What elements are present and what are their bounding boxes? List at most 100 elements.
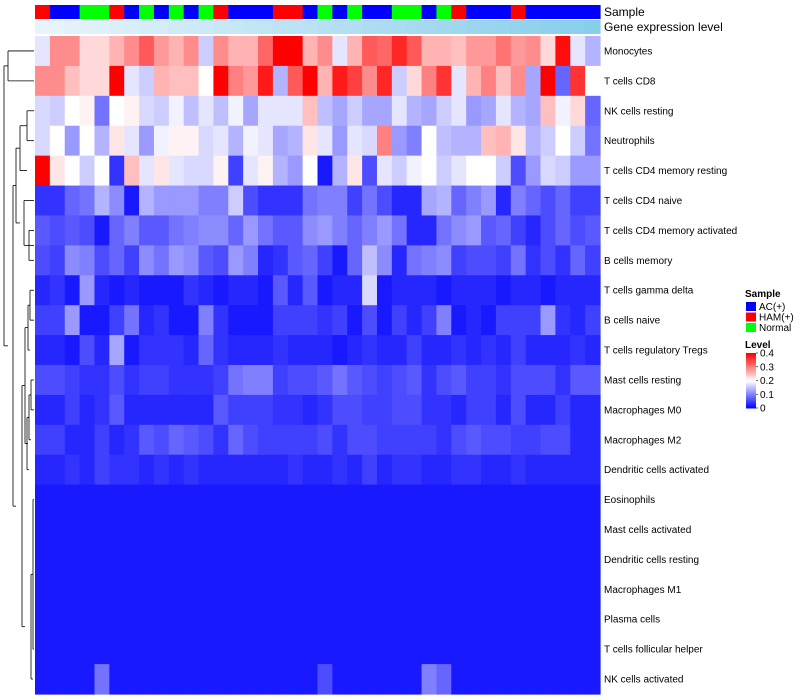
- heatmap-cell: [258, 36, 274, 67]
- row-label: Macrophages M0: [604, 405, 682, 416]
- heatmap-cell: [79, 155, 96, 187]
- heatmap-cell: [64, 454, 81, 486]
- heatmap-cell: [228, 36, 244, 67]
- heatmap-cell: [124, 305, 140, 336]
- heatmap-cell: [243, 185, 259, 217]
- heatmap-cell: [272, 245, 289, 276]
- heatmap-cell: [94, 664, 110, 695]
- heatmap-cell: [139, 215, 155, 246]
- heatmap-cell: [49, 574, 66, 605]
- heatmap-cell: [406, 365, 423, 396]
- heatmap-cell: [570, 544, 586, 575]
- sample-annotation-cell: [570, 5, 586, 19]
- heatmap-cell: [79, 275, 96, 306]
- sample-annotation-cell: [183, 5, 200, 19]
- heatmap-cell: [79, 335, 96, 366]
- heatmap-cell: [540, 275, 556, 306]
- row-label: Dendritic cells resting: [604, 555, 699, 566]
- heatmap-cell: [510, 215, 527, 246]
- heatmap-cell: [406, 574, 423, 605]
- heatmap-cell: [64, 95, 81, 127]
- heatmap-cell: [362, 544, 378, 575]
- expression-level-cell: [213, 20, 229, 34]
- heatmap-cell: [139, 36, 155, 67]
- heatmap-cell: [391, 544, 408, 575]
- heatmap-cell: [213, 394, 229, 426]
- heatmap-cell: [570, 664, 586, 695]
- heatmap-cell: [272, 305, 289, 336]
- heatmap-cell: [406, 544, 423, 575]
- colorbar-tick-label: 0.4: [760, 349, 774, 360]
- sample-annotation-cell: [436, 5, 452, 19]
- heatmap-cell: [64, 125, 81, 157]
- heatmap-cell: [302, 424, 319, 456]
- heatmap-cell: [153, 544, 170, 575]
- row-labels: Monocytes T cells CD8 NK cells resting Neut…: [604, 46, 737, 685]
- heatmap-cell: [510, 155, 527, 187]
- heatmap-cell: [332, 155, 348, 187]
- colorbar-segment: [746, 395, 756, 397]
- heatmap-cell: [391, 394, 408, 426]
- heatmap-cell: [64, 604, 81, 635]
- heatmap-cell: [213, 245, 229, 276]
- heatmap-cell: [406, 394, 423, 426]
- heatmap-cell: [406, 335, 423, 366]
- row-label: Monocytes: [604, 46, 652, 57]
- heatmap-cell: [35, 365, 51, 396]
- heatmap-cell: [153, 215, 170, 246]
- heatmap-cell: [362, 245, 378, 276]
- heatmap-cell: [35, 634, 51, 665]
- heatmap-cell: [570, 574, 586, 605]
- heatmap-cell: [540, 185, 556, 217]
- heatmap-cell: [124, 365, 140, 396]
- heatmap-cell: [421, 185, 438, 217]
- colorbar-segment: [746, 389, 756, 392]
- heatmap-cell: [540, 305, 556, 336]
- expression-level-cell: [272, 20, 289, 34]
- heatmap-cell: [466, 604, 482, 635]
- heatmap-cell: [79, 454, 96, 486]
- heatmap-cell: [302, 634, 319, 665]
- heatmap-cell: [347, 36, 363, 67]
- heatmap-cell: [332, 634, 348, 665]
- heatmap-cell: [228, 365, 244, 396]
- expression-level-cell: [525, 20, 542, 34]
- heatmap-cell: [168, 335, 185, 366]
- heatmap-cell: [347, 95, 363, 127]
- heatmap-cell: [332, 664, 348, 695]
- heatmap-cell: [362, 305, 378, 336]
- sample-annotation-cell: [302, 5, 319, 19]
- heatmap-cell: [183, 125, 200, 157]
- heatmap-cell: [272, 125, 289, 157]
- heatmap-cell: [287, 454, 304, 486]
- heatmap-cell: [451, 574, 467, 605]
- heatmap-cell: [302, 185, 319, 217]
- colorbar-segment: [746, 397, 756, 400]
- heatmap-cell: [183, 664, 200, 695]
- heatmap-cell: [510, 394, 527, 426]
- heatmap-cell: [481, 394, 497, 426]
- heatmap-cell: [49, 95, 66, 127]
- heatmap-cell: [168, 36, 185, 67]
- heatmap-cell: [421, 65, 438, 97]
- sample-annotation-cell: [287, 5, 304, 19]
- heatmap-cell: [94, 424, 110, 456]
- heatmap-cell: [376, 65, 393, 97]
- heatmap-cell: [183, 514, 200, 546]
- heatmap-cell: [64, 215, 81, 246]
- heatmap-cell: [183, 275, 200, 306]
- heatmap-cell: [153, 365, 170, 396]
- heatmap-cell: [258, 305, 274, 336]
- heatmap-cell: [570, 36, 586, 67]
- heatmap-cell: [362, 65, 378, 97]
- heatmap-cell: [183, 155, 200, 187]
- heatmap-cell: [466, 185, 482, 217]
- heatmap-cell: [466, 574, 482, 605]
- heatmap-cell: [287, 514, 304, 546]
- heatmap-cell: [495, 155, 512, 187]
- heatmap-cell: [332, 454, 348, 486]
- heatmap-cell: [198, 275, 215, 306]
- heatmap-cell: [481, 544, 497, 575]
- heatmap-cell: [272, 365, 289, 396]
- heatmap-cell: [79, 365, 96, 396]
